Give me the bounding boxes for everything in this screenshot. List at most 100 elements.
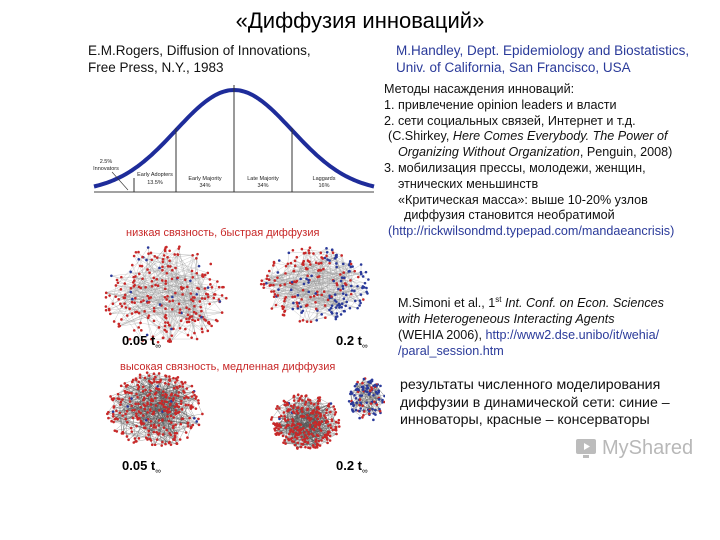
network-node	[197, 417, 200, 421]
network-node	[348, 269, 351, 273]
network-node	[206, 329, 210, 333]
network-edge	[317, 437, 327, 448]
network-node	[359, 263, 363, 266]
network-node	[135, 378, 138, 382]
time-label-4: 0.2 t∞	[336, 458, 368, 476]
network-node	[379, 384, 382, 388]
network-edge	[123, 297, 145, 312]
time-label-3-sub: ∞	[155, 466, 161, 476]
network-node	[178, 245, 181, 248]
network-node	[164, 246, 167, 249]
network-edge	[146, 255, 193, 261]
network-node	[172, 416, 176, 419]
network-node	[330, 310, 333, 314]
network-node	[362, 377, 366, 381]
network-node	[293, 259, 297, 263]
network-edge	[158, 411, 163, 421]
network-node	[174, 409, 178, 412]
network-node	[210, 286, 214, 289]
network-edge	[190, 280, 195, 298]
network-edge	[113, 405, 178, 423]
network-edge	[166, 331, 169, 342]
network-node	[152, 377, 156, 381]
network-node	[319, 251, 323, 255]
simoni-url[interactable]: http://www2.dse.unibo/it/wehia/	[485, 328, 660, 343]
network-edge	[319, 439, 328, 446]
network-node	[147, 314, 151, 317]
network-node	[339, 279, 343, 283]
network-node	[359, 407, 362, 410]
network-node	[326, 432, 330, 435]
network-node	[287, 432, 291, 436]
network-edge	[189, 298, 227, 310]
network-node	[340, 302, 344, 306]
network-node	[137, 380, 140, 384]
network-node	[284, 419, 287, 422]
network-node	[262, 286, 266, 289]
network-node	[129, 426, 133, 430]
network-node	[139, 300, 143, 304]
simoni-conf: Int. Conf. on Econ. Sciences	[501, 296, 664, 311]
network-node	[355, 382, 358, 386]
network-node	[137, 326, 140, 329]
network-edge	[118, 394, 199, 401]
network-node	[178, 311, 182, 314]
network-edge	[124, 283, 170, 326]
seg-early-adopters-name: Early Adopters	[137, 172, 173, 178]
network-node	[206, 293, 210, 296]
network-node	[197, 423, 201, 427]
network-edge	[166, 303, 180, 332]
network-node	[200, 327, 204, 331]
network-edge	[320, 252, 334, 271]
network-node	[134, 275, 137, 278]
network-node	[151, 335, 155, 338]
network-node	[361, 381, 364, 385]
network-node	[314, 307, 318, 311]
network-node	[168, 396, 171, 400]
network-node	[186, 424, 190, 428]
network-edge	[316, 303, 340, 309]
network-node	[344, 304, 347, 308]
network-edge	[165, 280, 209, 323]
network-node	[150, 399, 153, 403]
network-edge	[168, 266, 193, 320]
network-node	[174, 411, 177, 415]
network-node	[174, 423, 177, 426]
network-edge	[190, 316, 198, 340]
network-edge	[172, 270, 220, 302]
network-panel-4	[269, 393, 341, 450]
network-edge	[335, 307, 342, 315]
network-edge	[176, 422, 189, 444]
network-edge	[114, 306, 122, 322]
network-node	[145, 333, 149, 337]
network-node	[165, 298, 168, 301]
network-edge	[150, 409, 163, 412]
network-node	[277, 432, 281, 435]
seg-early-majority-pct: 34%	[199, 183, 210, 189]
network-node	[302, 415, 306, 418]
network-node	[343, 276, 346, 280]
network-edge	[158, 420, 189, 423]
seg-innovators-name: Innovators	[93, 166, 119, 172]
network-node	[296, 306, 300, 310]
network-node	[217, 298, 221, 301]
network-node	[146, 394, 149, 397]
network-node	[293, 435, 297, 439]
network-node	[174, 377, 178, 380]
network-edge	[300, 272, 367, 307]
wilson-url[interactable]: (http://rickwilsondmd.typepad.com/mandae…	[388, 224, 675, 239]
network-edge	[124, 273, 167, 298]
network-node	[334, 410, 338, 414]
network-node	[109, 395, 112, 398]
network-edge	[271, 273, 286, 309]
network-node	[123, 302, 126, 305]
network-node	[318, 444, 322, 447]
network-node	[365, 286, 368, 290]
network-node	[312, 252, 315, 255]
network-edge	[147, 395, 163, 420]
simoni-line-4[interactable]: /paral_session.htm	[398, 344, 504, 359]
network-node	[340, 254, 343, 257]
network-node	[139, 405, 143, 409]
network-node	[291, 418, 294, 421]
network-edge	[133, 249, 166, 278]
